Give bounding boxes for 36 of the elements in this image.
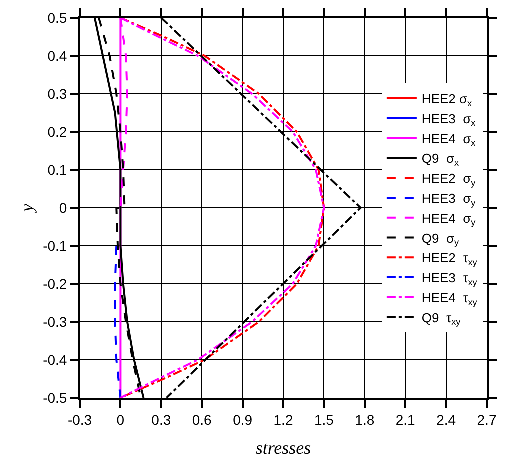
legend-label: HEE3 σ$_{x}$ bbox=[422, 111, 476, 128]
legend-label: HEE4 τ$_{xy}$ bbox=[422, 290, 478, 308]
y-tick-label: 0.1 bbox=[48, 162, 68, 178]
x-tick-label: 0.3 bbox=[152, 412, 172, 428]
legend-label: HEE4 σ$_{x}$ bbox=[422, 131, 476, 148]
x-tick-label: 1.8 bbox=[355, 412, 375, 428]
y-tick-label: 0 bbox=[59, 200, 68, 216]
legend-label: HEE3 σ$_{y}$ bbox=[422, 191, 476, 208]
legend-label: HEE3 τ$_{xy}$ bbox=[422, 270, 478, 288]
x-tick-label: 1.5 bbox=[314, 412, 334, 428]
legend-label: HEE2 σ$_{x}$ bbox=[422, 92, 473, 108]
y-tick-label: 0.5 bbox=[48, 10, 68, 26]
y-tick-label: -0.2 bbox=[43, 276, 68, 292]
y-tick-label: 0.2 bbox=[48, 124, 68, 140]
x-axis-title: stresses bbox=[256, 438, 312, 458]
x-tick-label: 2.1 bbox=[396, 412, 416, 428]
x-tick-label: 0.6 bbox=[192, 412, 212, 428]
legend-label: HEE2 σ$_{y}$ bbox=[422, 171, 476, 188]
legend-label: HEE4 σ$_{y}$ bbox=[422, 210, 476, 228]
y-tick-label: 0.3 bbox=[48, 86, 68, 102]
y-tick-label: -0.1 bbox=[43, 238, 68, 254]
x-tick-label: 2.4 bbox=[436, 412, 456, 428]
x-tick-label: 1.2 bbox=[274, 412, 294, 428]
x-tick-label: 2.7 bbox=[477, 412, 497, 428]
x-tick-label: 0.9 bbox=[233, 412, 253, 428]
legend-label: Q9 σ$_{x}$ bbox=[422, 151, 460, 168]
y-axis-title: y bbox=[17, 204, 37, 214]
legend-label: Q9 τ$_{xy}$ bbox=[422, 310, 462, 328]
x-tick-label: 0 bbox=[116, 412, 125, 428]
y-tick-label: -0.4 bbox=[43, 352, 68, 368]
x-tick-label: -0.3 bbox=[68, 412, 92, 428]
legend-label: HEE2 τ$_{xy}$ bbox=[422, 250, 478, 268]
y-tick-label: -0.5 bbox=[43, 390, 68, 406]
legend-label: Q9 σ$_{y}$ bbox=[422, 230, 460, 248]
y-tick-label: 0.4 bbox=[48, 48, 68, 64]
y-tick-label: -0.3 bbox=[43, 314, 68, 330]
